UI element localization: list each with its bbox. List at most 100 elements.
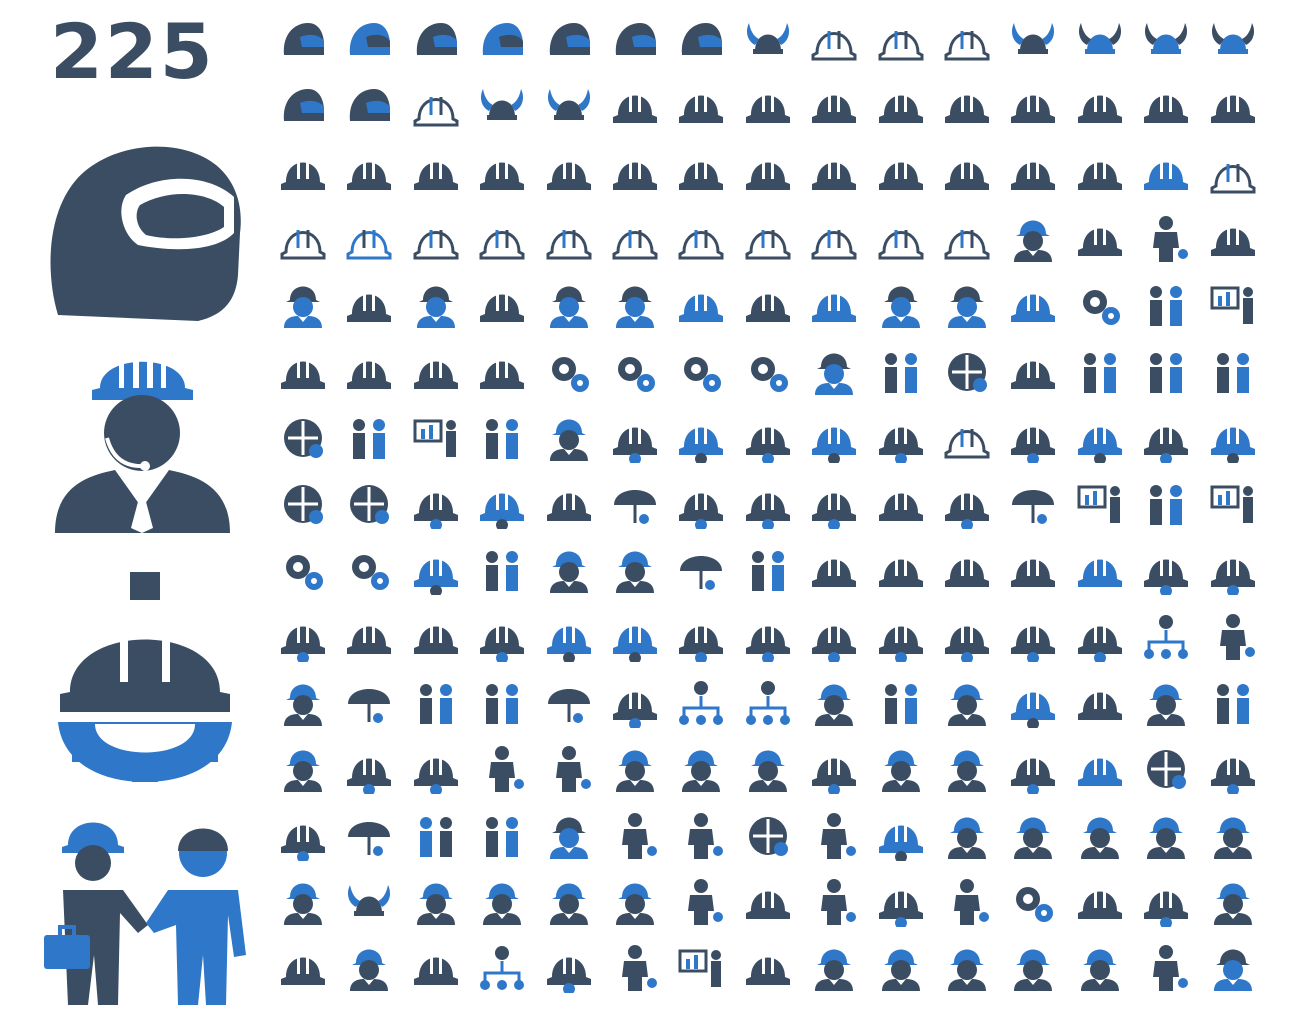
worker-face-icon	[1014, 817, 1053, 859]
cheering-workers-icon	[1216, 352, 1249, 393]
hierarchy-helmet-icon	[878, 887, 923, 927]
worker-face-icon	[948, 949, 986, 992]
ant-workers-icon	[1150, 286, 1183, 327]
worker-face-icon	[1213, 817, 1252, 859]
helmet-gears-icon	[413, 755, 458, 795]
job-helmet-icon	[413, 622, 458, 654]
helmet-rotate-icon	[745, 622, 790, 662]
gear-man-icon	[750, 356, 788, 392]
hard-hat-icon	[347, 158, 392, 190]
hard-hat-low-icon	[413, 357, 458, 389]
cheering-man-icon	[555, 746, 591, 793]
gear-helmet-icon	[58, 572, 232, 782]
euro-worker-icon	[549, 551, 588, 594]
moto-helmet-blue-visor-icon	[350, 23, 391, 55]
team-women-icon	[884, 684, 917, 724]
search-helmet-icon	[281, 821, 325, 861]
map-pin-dollar-icon	[1147, 750, 1187, 790]
laurel-wreath-icon	[284, 485, 323, 525]
worker-dark-icon	[1080, 949, 1119, 992]
worker-bust-blue-icon	[549, 817, 588, 859]
worker-face-icon	[1080, 817, 1119, 859]
helmet-blue-icon	[1077, 556, 1122, 588]
strong-man-icon	[821, 878, 857, 925]
worker-hierarchy-icon	[480, 946, 525, 991]
workers-chat-icon	[486, 551, 519, 592]
funnel-worker-icon	[748, 816, 788, 856]
helmet-gear-blue-icon	[1210, 423, 1255, 463]
helmet-cash-icon	[878, 622, 923, 662]
hard-hat-outline-icon	[280, 229, 326, 260]
gear-helmet-icon	[745, 423, 790, 463]
dollar-gears-icon	[352, 555, 390, 591]
helmet-gear-icon	[1011, 423, 1056, 463]
viking-helmet-outline-icon	[811, 31, 857, 61]
worker-bust-icon	[616, 750, 654, 793]
helmet-blue-big-icon	[1077, 755, 1122, 787]
hands-care-icon	[284, 418, 323, 458]
worker-flag-icon	[881, 750, 920, 793]
euro-gears-icon	[286, 555, 323, 591]
helmet-gear-blue-icon	[812, 423, 857, 463]
hard-hat-icon	[1144, 92, 1189, 124]
hard-hat-icon	[546, 158, 591, 190]
helmet-dollar-icon	[281, 622, 325, 662]
worker-chart-icon	[678, 949, 722, 988]
hard-hat-blue-stripes-icon	[1011, 291, 1056, 323]
helmet-user-icon	[812, 622, 857, 662]
hard-hat-outline-icon	[546, 229, 592, 260]
professor-icon	[622, 945, 657, 992]
worker-head-blue-icon	[881, 286, 920, 329]
helmet-coins-icon	[613, 689, 657, 728]
tools-helmet-icon	[1077, 887, 1122, 919]
viking-face-icon	[348, 884, 391, 916]
hard-hat-icon	[945, 158, 989, 190]
helmet-euro-icon	[1210, 556, 1255, 596]
businessman-icon	[821, 812, 857, 859]
bike-helmet-blue-icon	[482, 23, 524, 55]
helmet-euro-blue-icon	[613, 622, 657, 662]
man-head-icon	[1153, 215, 1189, 262]
hard-hat-icon	[413, 158, 458, 190]
delivery-worker-icon	[688, 812, 724, 859]
worker-glasses-icon	[1213, 883, 1252, 925]
viking-helmet-outline-icon	[878, 31, 924, 61]
helmet-tools-icon	[945, 556, 989, 588]
hard-hat-outline-icon	[479, 229, 525, 260]
hard-hat-icon	[1210, 92, 1255, 124]
woman-headset-icon	[622, 812, 657, 859]
workers-meeting-icon	[1150, 485, 1183, 526]
worker-face-icon	[1147, 817, 1186, 859]
worker-glasses-icon	[1147, 684, 1186, 726]
worker-warning-icon	[948, 684, 986, 726]
globe-helmet-icon	[413, 490, 458, 530]
worker-bust-icon	[682, 750, 721, 793]
laurel-helmet-icon	[1011, 556, 1056, 588]
viking-helmet-outline-icon	[944, 31, 990, 61]
helmet-hierarchy-icon	[1077, 622, 1122, 662]
presentation-board-icon	[413, 419, 456, 457]
head-hierarchy-icon	[1144, 614, 1189, 659]
hierarchy-helmet-icon	[812, 755, 857, 795]
globe-helmet-icon	[546, 954, 591, 994]
hard-hat-icon	[679, 158, 724, 190]
hard-hat-icon	[1011, 158, 1056, 190]
hard-hat-icon	[480, 291, 525, 323]
umbrella-icon	[1012, 490, 1055, 525]
hard-hat-outline-icon	[811, 229, 857, 260]
helmet-steering-icon	[1011, 622, 1056, 662]
user-blue-icon	[815, 353, 854, 395]
helmet-gear-saw-icon	[1011, 755, 1056, 795]
hard-hat-outline-icon	[413, 229, 459, 260]
hard-hat-icon	[745, 92, 790, 124]
workers-group-blue-icon	[419, 816, 452, 857]
helmet-circle-icon	[546, 490, 591, 522]
couple-icon	[1216, 684, 1249, 724]
hard-hat-icon	[1077, 158, 1122, 190]
hard-hat-camo-icon	[613, 158, 657, 190]
hard-hat-icon	[679, 92, 724, 124]
moto-helmet-icon	[283, 23, 324, 55]
workers-group-icon	[353, 418, 386, 459]
gears-worker-icon	[551, 356, 589, 392]
helmet-outline-gear-icon	[944, 428, 990, 459]
